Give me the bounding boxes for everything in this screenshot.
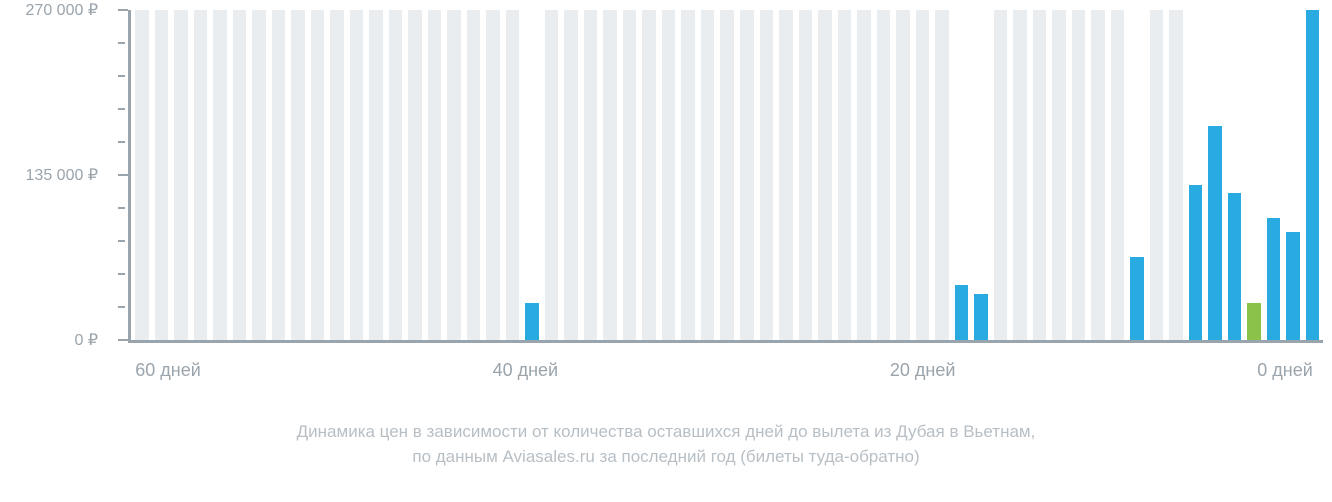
y-axis-tick	[118, 240, 125, 242]
bar-placeholder	[389, 10, 403, 340]
chart-caption: Динамика цен в зависимости от количества…	[0, 420, 1332, 469]
bar-placeholder	[155, 10, 169, 340]
bar-placeholder	[369, 10, 383, 340]
bar-placeholder	[564, 10, 578, 340]
x-axis-label: 0 дней	[1257, 360, 1313, 381]
bar-placeholder	[1052, 10, 1066, 340]
plot-area	[128, 10, 1323, 343]
y-axis-tick	[118, 108, 125, 110]
bar-placeholder	[818, 10, 832, 340]
bar-data	[1130, 257, 1144, 340]
bar-placeholder	[506, 10, 520, 340]
bar-placeholder	[447, 10, 461, 340]
bar-placeholder	[720, 10, 734, 340]
bar-placeholder	[545, 10, 559, 340]
bar-data	[1247, 303, 1261, 340]
caption-line-2: по данным Aviasales.ru за последний год …	[412, 447, 919, 466]
bar-placeholder	[584, 10, 598, 340]
bar-data	[1189, 185, 1203, 340]
bar-placeholder	[1072, 10, 1086, 340]
bar-placeholder	[213, 10, 227, 340]
bars-container	[131, 10, 1323, 340]
bar-placeholder	[740, 10, 754, 340]
y-axis-tick	[118, 75, 125, 77]
y-axis-tick	[118, 306, 125, 308]
x-axis: 60 дней 40 дней 20 дней 0 дней	[128, 350, 1320, 390]
bar-placeholder	[877, 10, 891, 340]
bar-placeholder	[916, 10, 930, 340]
caption-line-1: Динамика цен в зависимости от количества…	[297, 422, 1036, 441]
y-axis-tick	[118, 273, 125, 275]
y-axis-label: 270 000 ₽	[26, 0, 98, 20]
y-axis-label: 0 ₽	[74, 330, 98, 350]
y-axis-tick	[118, 42, 125, 44]
bar-placeholder	[603, 10, 617, 340]
bar-placeholder	[311, 10, 325, 340]
bar-data	[1286, 232, 1300, 340]
bar-placeholder	[1169, 10, 1183, 340]
bar-data	[1267, 218, 1281, 340]
bar-placeholder	[486, 10, 500, 340]
bar-placeholder	[896, 10, 910, 340]
bar-placeholder	[233, 10, 247, 340]
bar-placeholder	[838, 10, 852, 340]
bar-placeholder	[1091, 10, 1105, 340]
x-axis-label: 60 дней	[135, 360, 201, 381]
bar-placeholder	[662, 10, 676, 340]
y-axis: 0 ₽135 000 ₽270 000 ₽	[0, 0, 110, 340]
y-axis-tick	[118, 141, 125, 143]
bar-placeholder	[252, 10, 266, 340]
bar-placeholder	[779, 10, 793, 340]
bar-placeholder	[428, 10, 442, 340]
x-axis-label: 40 дней	[493, 360, 559, 381]
bar-placeholder	[1111, 10, 1125, 340]
price-dynamics-chart: 0 ₽ 135 000 ₽ 270 000 ₽ 60 дней 40 дней 20 д…	[0, 0, 1332, 502]
bar-placeholder	[135, 10, 149, 340]
bar-placeholder	[642, 10, 656, 340]
y-axis-label: 135 000 ₽	[26, 165, 98, 185]
bar-placeholder	[350, 10, 364, 340]
bar-placeholder	[857, 10, 871, 340]
bar-placeholder	[194, 10, 208, 340]
bar-placeholder	[760, 10, 774, 340]
y-axis-tick	[118, 207, 125, 209]
bar-placeholder	[1033, 10, 1047, 340]
y-axis-tick	[118, 174, 128, 176]
bar-placeholder	[935, 10, 949, 340]
y-axis-tick	[118, 9, 128, 11]
bar-data	[955, 285, 969, 340]
bar-placeholder	[174, 10, 188, 340]
bar-placeholder	[291, 10, 305, 340]
bar-data	[1228, 193, 1242, 340]
bar-placeholder	[1150, 10, 1164, 340]
x-axis-label: 20 дней	[890, 360, 956, 381]
bar-placeholder	[408, 10, 422, 340]
bar-placeholder	[330, 10, 344, 340]
bar-data	[974, 294, 988, 340]
bar-placeholder	[681, 10, 695, 340]
bar-data	[1208, 126, 1222, 340]
bar-placeholder	[701, 10, 715, 340]
bar-placeholder	[623, 10, 637, 340]
bar-placeholder	[1013, 10, 1027, 340]
bar-placeholder	[994, 10, 1008, 340]
y-axis-tick	[118, 339, 128, 341]
bar-placeholder	[272, 10, 286, 340]
bar-placeholder	[799, 10, 813, 340]
bar-placeholder	[467, 10, 481, 340]
bar-data	[1306, 10, 1320, 340]
bar-data	[525, 303, 539, 340]
